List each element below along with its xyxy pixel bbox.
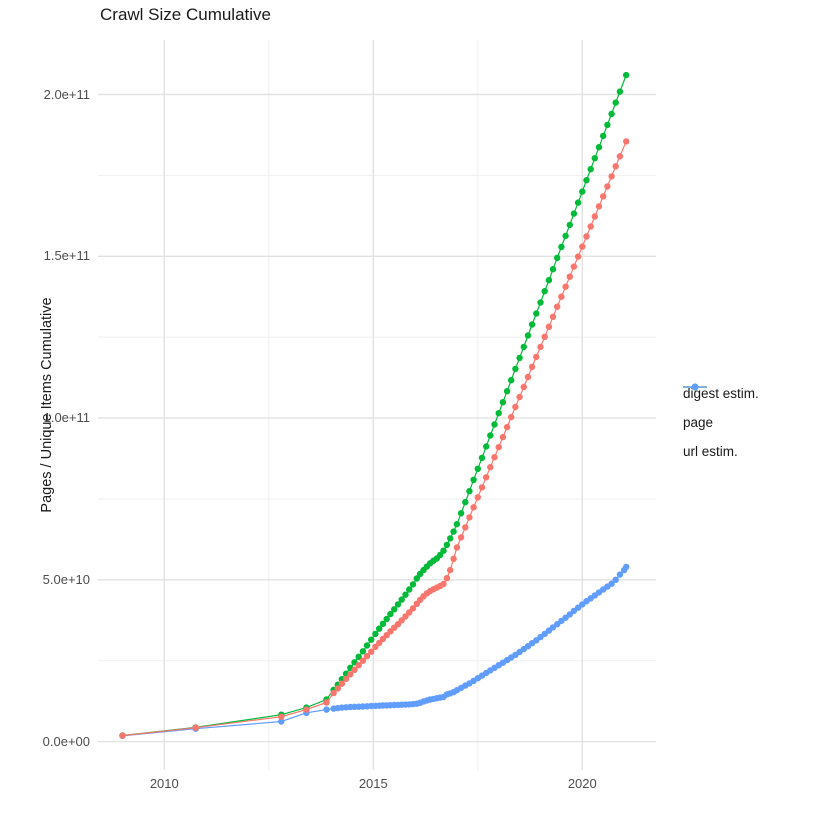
x-tick-label-2020: 2020 (567, 776, 597, 791)
y-tick-label-2: 1.0e+11 (43, 410, 90, 426)
x-tick-label-2015: 2015 (358, 776, 388, 791)
y-tick-label-0: 0.0e+00 (42, 733, 90, 749)
legend-label-page: page (683, 415, 714, 430)
chart-title: Crawl Size Cumulative (100, 5, 271, 24)
legend-item-page: page (683, 383, 759, 437)
legend-item-url: url estim. (683, 383, 759, 466)
legend-label-digest: digest estim. (683, 386, 759, 401)
y-axis-title: Pages / Unique Items Cumulative (39, 297, 55, 513)
y-tick-label-4: 2.0e+11 (43, 86, 90, 102)
y-tick-label-3: 1.5e+11 (43, 248, 90, 264)
legend: digest estim. page url estim. (683, 379, 759, 466)
x-tick-label-2010: 2010 (149, 776, 179, 791)
legend-label-url: url estim. (683, 444, 738, 459)
legend-key-url-icon (683, 383, 707, 391)
y-tick-label-1: 5.0e+10 (42, 571, 90, 587)
